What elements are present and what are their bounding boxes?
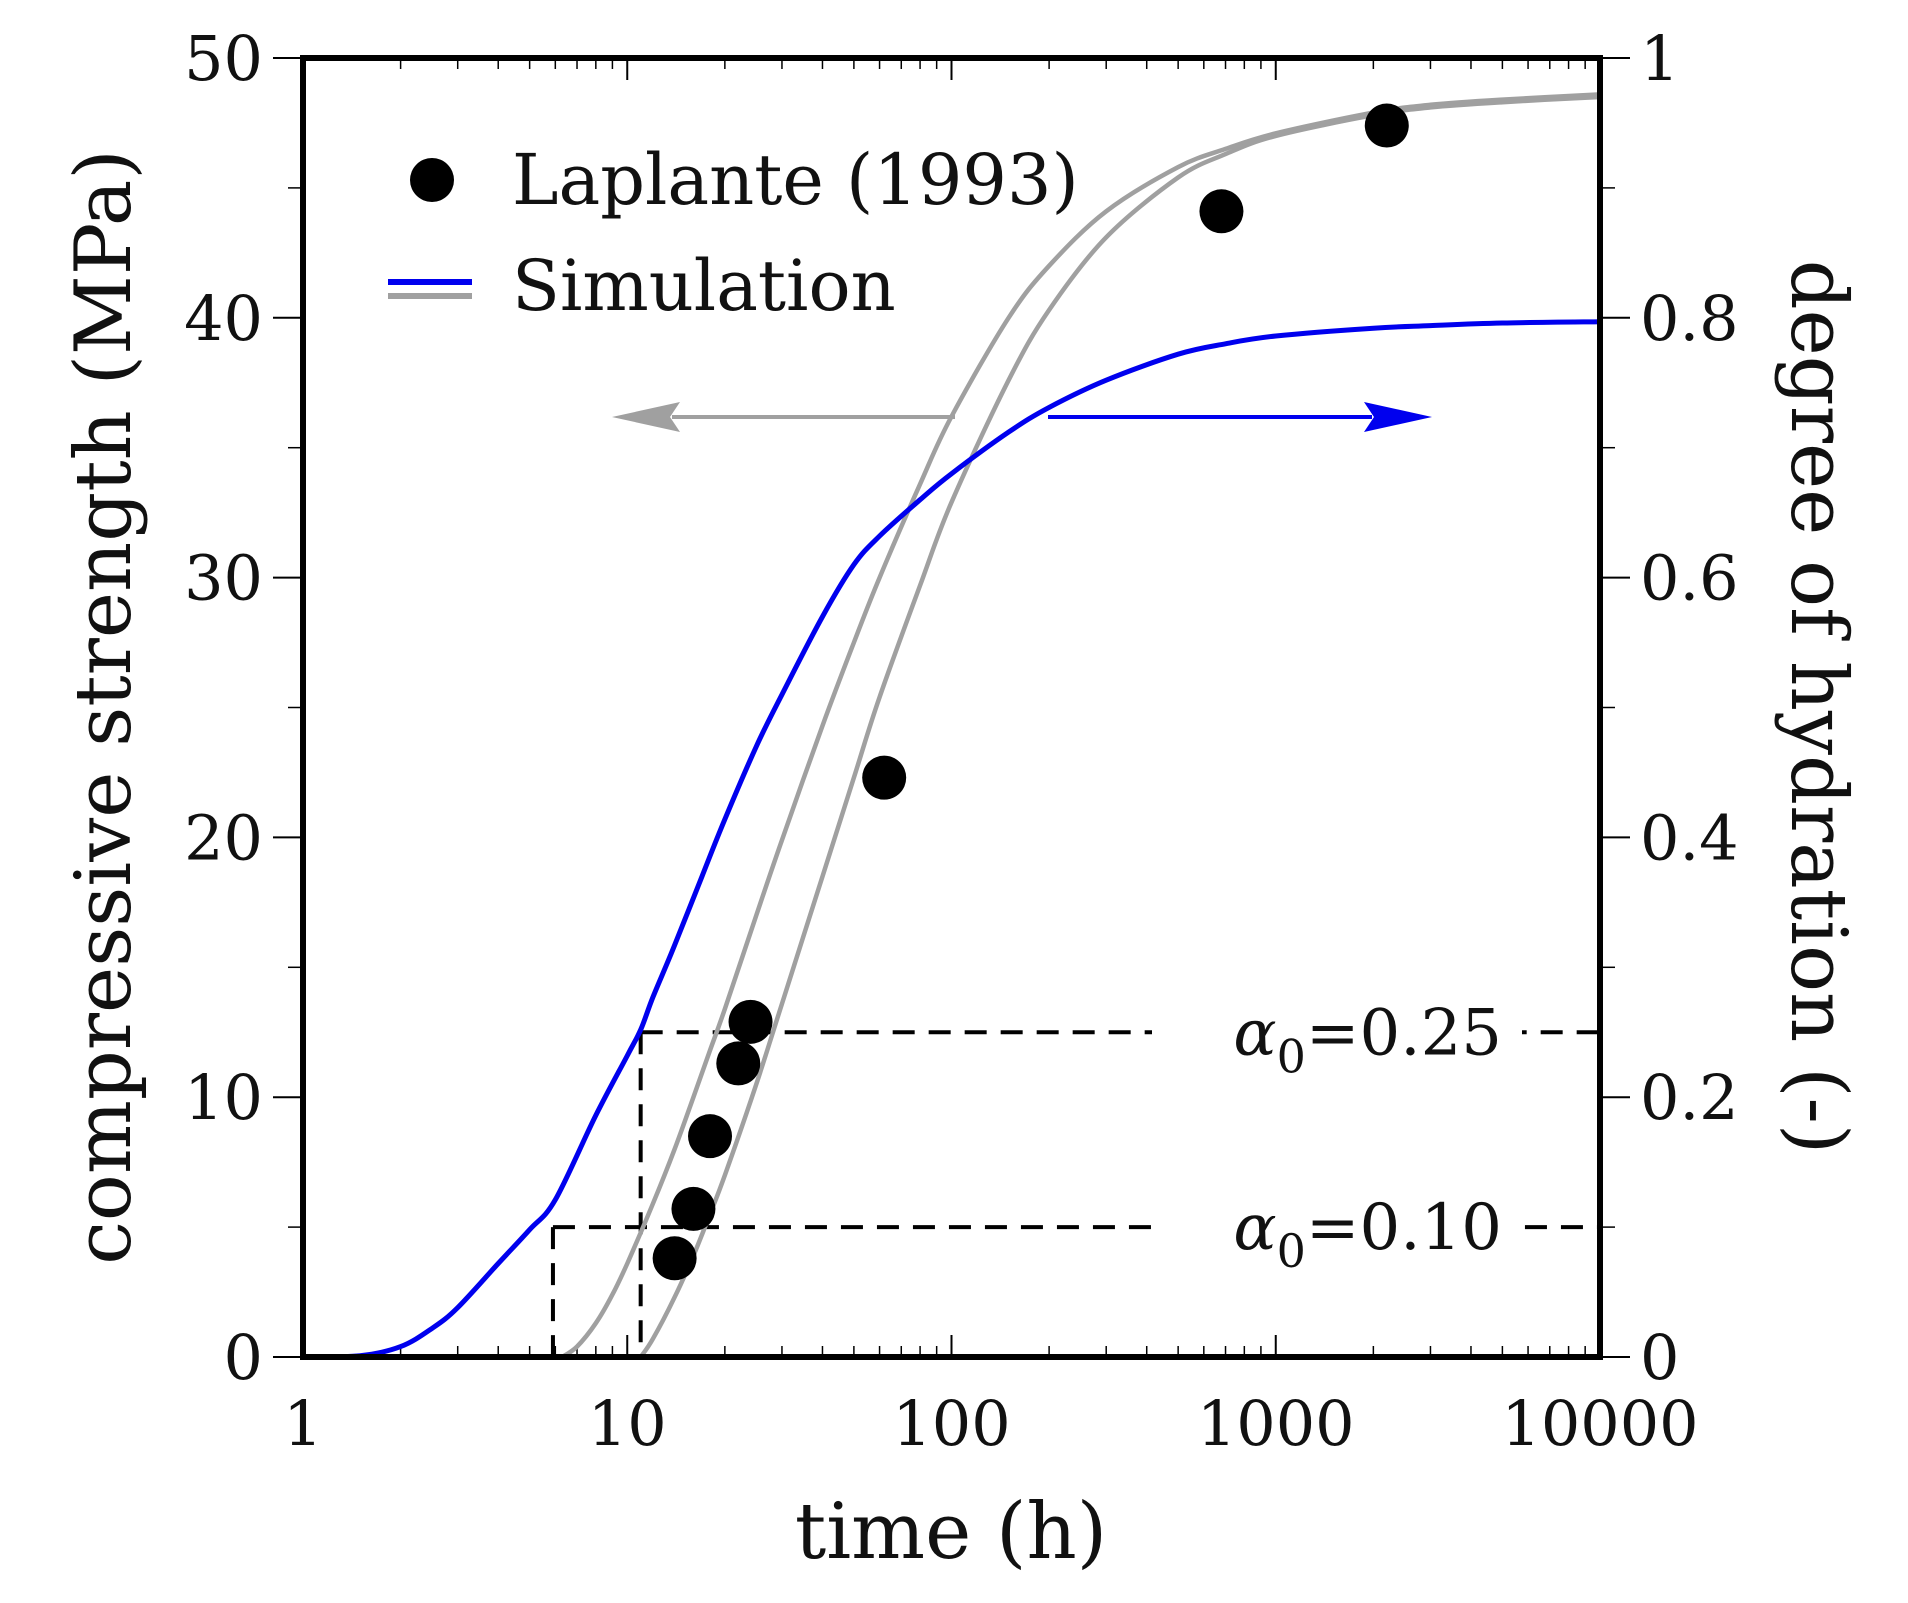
left-arrow-head (612, 402, 680, 432)
y-axis-left-title: compressive strength (MPa) (59, 149, 149, 1265)
legend-label-simulation: Simulation (512, 245, 896, 327)
y-left-tick-label: 40 (184, 282, 263, 355)
y-axis-right-title: degree of hydration (-) (1773, 260, 1863, 1155)
data-point (728, 999, 773, 1044)
series-line-strength (560, 92, 1601, 1359)
legend-marker-measured (410, 158, 454, 202)
x-tick-label: 1 (283, 1387, 322, 1460)
data-point (688, 1114, 733, 1159)
y-left-tick-label: 50 (184, 22, 263, 95)
x-tick-label: 10 (588, 1387, 667, 1460)
y-left-tick-label: 20 (184, 801, 263, 874)
data-point (862, 755, 907, 800)
direction-arrows (612, 402, 1432, 432)
label-layer: 1 10 100 1000 100000102030405000.20.40.60.81… (184, 22, 1739, 1460)
y-right-tick-label: 0.4 (1640, 801, 1739, 874)
annotation-label: α0=0.25 (1233, 996, 1502, 1083)
x-tick-label: 1000 (1197, 1387, 1355, 1460)
data-point (716, 1041, 761, 1086)
annotation-lines (550, 984, 1600, 1357)
data-point (1364, 103, 1409, 148)
x-tick-label: 10000 (1501, 1387, 1698, 1460)
x-tick-label: 100 (892, 1387, 1010, 1460)
marker-layer (652, 103, 1409, 1281)
legend: Laplante (1993) Simulation (388, 139, 1079, 327)
annotation-label-bg (1152, 984, 1522, 1081)
plot-frame (300, 55, 1603, 1360)
y-left-tick-label: 30 (184, 542, 263, 615)
y-right-tick-label: 0.8 (1640, 282, 1739, 355)
series-line-hydration (302, 319, 1601, 1360)
data-point (652, 1236, 697, 1281)
y-left-tick-label: 10 (184, 1061, 263, 1134)
data-point (671, 1186, 716, 1231)
legend-label-measured: Laplante (1993) (512, 139, 1079, 221)
right-arrow-head (1364, 402, 1432, 432)
annotation-label: α0=0.10 (1233, 1191, 1502, 1278)
y-right-tick-label: 0.2 (1640, 1061, 1739, 1134)
y-right-tick-label: 0 (1640, 1321, 1679, 1394)
y-left-tick-label: 0 (224, 1321, 263, 1394)
x-axis-title: time (h) (795, 1487, 1107, 1577)
data-point (1199, 189, 1244, 234)
y-right-tick-label: 0.6 (1640, 542, 1739, 615)
annotation-label-bg (1152, 1179, 1522, 1276)
y-right-tick-label: 1 (1640, 22, 1679, 95)
